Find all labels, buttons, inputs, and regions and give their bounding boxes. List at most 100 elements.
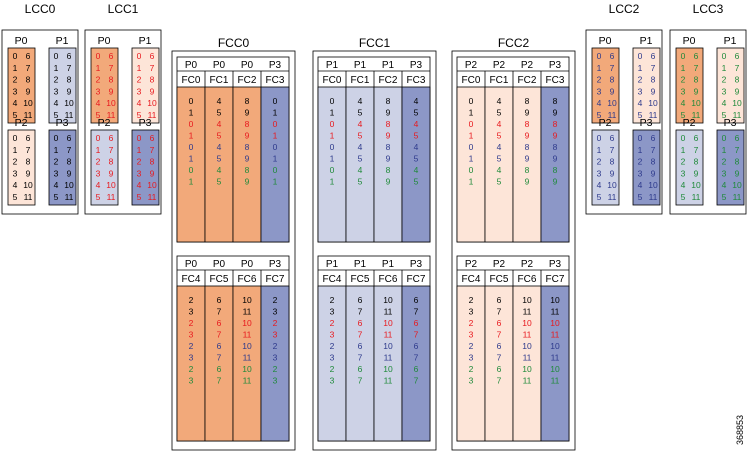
slot-label: P2 [15, 117, 28, 129]
link-number: 3 [469, 376, 474, 386]
port-number: 6 [150, 51, 155, 61]
port-number: 2 [638, 75, 643, 85]
port-number: 10 [607, 180, 617, 190]
port-number: 7 [67, 63, 72, 73]
port-number: 9 [610, 86, 615, 96]
port-number: 8 [735, 75, 740, 85]
link-number: 7 [414, 307, 419, 317]
port-number: 0 [722, 133, 727, 143]
link-number: 10 [522, 295, 532, 305]
port-number: 2 [597, 157, 602, 167]
port-number: 4 [722, 98, 727, 108]
column-subheader: FC1 [351, 75, 370, 86]
port-number: 10 [732, 98, 742, 108]
link-number: 11 [551, 330, 560, 340]
lcc-slot: P3 0 61 72 83 94 10 5 11 [716, 117, 745, 206]
fabric-column [176, 86, 206, 243]
link-number: 9 [386, 154, 391, 164]
link-number: 6 [497, 318, 502, 328]
column-subheader: FC7 [546, 274, 565, 285]
link-number: 11 [551, 353, 560, 363]
link-number: 4 [414, 119, 419, 129]
port-number: 7 [651, 145, 656, 155]
port-number: 2 [722, 75, 727, 85]
port-number: 7 [610, 63, 615, 73]
port-number: 7 [651, 63, 656, 73]
link-number: 0 [469, 142, 474, 152]
column-subheader: FC2 [518, 75, 537, 86]
port-number: 3 [54, 168, 59, 178]
link-number: 7 [217, 330, 222, 340]
lcc-slot: P1 0 61 72 83 94 10 5 11 [716, 35, 745, 124]
link-number: 10 [242, 341, 252, 351]
link-number: 3 [273, 330, 278, 340]
lcc-title: LCC3 [693, 2, 724, 16]
link-number: 9 [245, 131, 250, 141]
port-number: 9 [651, 168, 656, 178]
port-number: 9 [26, 86, 31, 96]
link-number: 10 [550, 295, 560, 305]
slot-label: P2 [683, 117, 696, 129]
port-number: 6 [610, 133, 615, 143]
column-header: P2 [493, 60, 506, 71]
column-header: P2 [521, 60, 534, 71]
port-number: 10 [106, 180, 116, 190]
port-number: 11 [649, 192, 658, 202]
link-number: 0 [469, 96, 474, 106]
figure-id: 368853 [735, 415, 745, 445]
port-number: 4 [681, 180, 686, 190]
port-number: 4 [137, 98, 142, 108]
port-number: 2 [597, 75, 602, 85]
fabric-column [345, 86, 375, 243]
slot-box [632, 129, 661, 206]
port-number: 0 [13, 133, 18, 143]
slot-label: P3 [139, 117, 152, 129]
fabric-column [512, 86, 542, 243]
link-number: 0 [469, 119, 474, 129]
link-number: 0 [189, 119, 194, 129]
port-number: 3 [597, 86, 602, 96]
port-number: 7 [150, 145, 155, 155]
column-subheader: FC6 [379, 274, 398, 285]
link-number: 10 [522, 341, 532, 351]
link-number: 9 [386, 108, 391, 118]
link-number: 3 [330, 307, 335, 317]
link-number: 2 [469, 295, 474, 305]
port-number: 8 [26, 75, 31, 85]
port-number: 6 [735, 51, 740, 61]
link-number: 9 [525, 154, 530, 164]
slot-label: P1 [56, 35, 69, 47]
link-number: 10 [242, 295, 252, 305]
link-number: 2 [469, 318, 474, 328]
link-number: 7 [358, 330, 363, 340]
port-number: 1 [137, 63, 142, 73]
link-number: 4 [497, 142, 502, 152]
link-number: 7 [414, 330, 419, 340]
link-number: 3 [273, 376, 278, 386]
slot-box [675, 129, 704, 206]
port-number: 7 [26, 145, 31, 155]
link-number: 6 [497, 364, 502, 374]
link-number: 7 [358, 307, 363, 317]
link-number: 9 [553, 177, 558, 187]
link-number: 6 [358, 341, 363, 351]
link-number: 4 [497, 119, 502, 129]
port-number: 10 [648, 98, 658, 108]
lcc-slot: P2 0 61 72 83 94 10 5 11 [90, 117, 119, 206]
slot-label: P3 [640, 117, 653, 129]
port-number: 7 [26, 63, 31, 73]
column-subheader: FC4 [182, 274, 201, 285]
link-number: 9 [525, 108, 530, 118]
link-number: 0 [273, 142, 278, 152]
link-number: 5 [217, 108, 222, 118]
lcc-slot: P1 0 61 72 83 94 10 5 11 [632, 35, 661, 124]
port-number: 5 [137, 192, 142, 202]
link-number: 2 [189, 364, 194, 374]
column-header: P0 [185, 259, 198, 270]
